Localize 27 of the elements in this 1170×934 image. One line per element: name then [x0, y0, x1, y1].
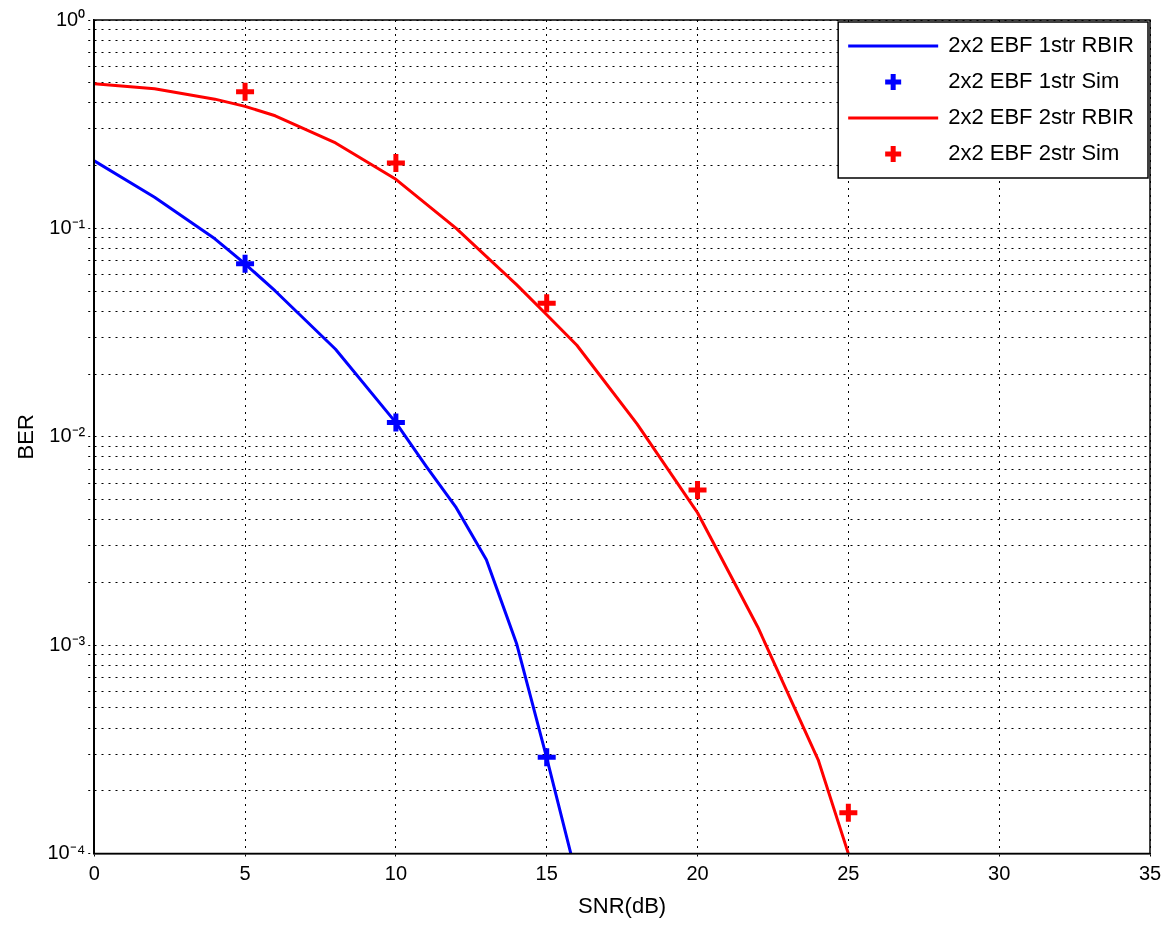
point [686, 478, 710, 502]
y-axis-title: BER [13, 414, 39, 460]
x-tick-label: 35 [1138, 862, 1162, 885]
y-tick-label: 10⁰ [55, 7, 86, 30]
y-tick-label: 10⁻³ [49, 632, 86, 655]
point [233, 80, 257, 104]
x-tick-label: 5 [239, 862, 251, 885]
x-axis-title: SNR(dB) [578, 892, 667, 918]
x-tick-label: 30 [988, 862, 1011, 885]
point [233, 252, 257, 276]
x-tick-label: 25 [837, 862, 860, 885]
y-tick-label: 10⁻² [49, 424, 86, 447]
point [836, 801, 860, 825]
legend-label: 2x2 EBF 2str Sim [948, 140, 1120, 166]
y-tick-label: 10⁻⁴ [47, 841, 86, 864]
x-tick-label: 0 [88, 862, 100, 885]
y-tick-label: 10⁻¹ [49, 215, 86, 238]
legend-label: 2x2 EBF 2str RBIR [948, 104, 1135, 130]
x-tick-label: 10 [384, 862, 408, 885]
point [384, 411, 408, 435]
x-tick-label: 15 [535, 862, 558, 885]
point [384, 151, 408, 175]
point [535, 291, 559, 315]
legend-label: 2x2 EBF 1str Sim [948, 68, 1120, 94]
x-tick-label: 20 [686, 862, 709, 885]
point [535, 745, 559, 769]
legend-label: 2x2 EBF 1str RBIR [948, 32, 1135, 58]
